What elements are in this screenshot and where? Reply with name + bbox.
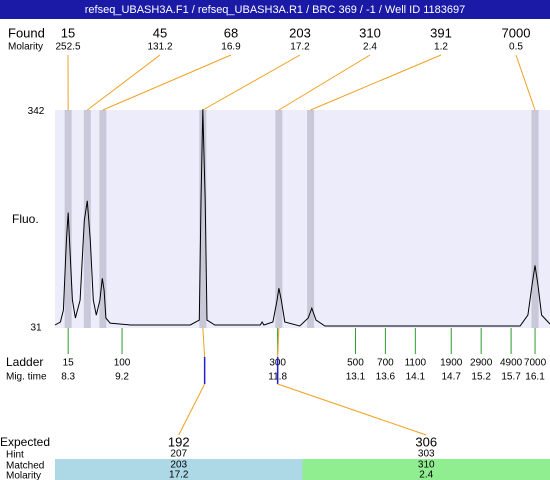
ladder-size: 1900	[440, 358, 463, 369]
found-band	[307, 110, 315, 328]
ladder-size: 100	[114, 358, 131, 369]
found-connector	[310, 54, 442, 111]
found-molarity: 0.5	[509, 42, 523, 53]
y-axis-label: Fluo.	[12, 212, 39, 226]
expected-molarity: 2.4	[419, 470, 433, 480]
ladder-time: 15.2	[471, 372, 491, 383]
ladder-time: 16.1	[525, 372, 545, 383]
title: refseq_UBASH3A.F1 / refseq_UBASH3A.R1 / …	[85, 4, 466, 16]
hint-label: Hint	[6, 450, 24, 461]
ladder-size: 2900	[470, 358, 493, 369]
expected-molarity-label: Molarity	[6, 471, 41, 480]
found-size: 391	[430, 25, 452, 40]
found-connector	[278, 54, 371, 111]
found-size: 15	[61, 25, 75, 40]
ladder-size: 4900	[500, 358, 523, 369]
found-size: 7000	[502, 25, 531, 40]
ladder-size: 700	[377, 358, 394, 369]
ladder-time: 8.3	[61, 372, 75, 383]
expected-connector	[277, 383, 427, 436]
y-tick-label: 342	[28, 106, 45, 117]
found-molarity: 131.2	[147, 42, 172, 53]
found-band	[99, 110, 107, 328]
match-connector	[277, 327, 280, 358]
hint-value: 207	[170, 449, 187, 460]
found-size: 310	[359, 25, 381, 40]
ladder-size: 1100	[405, 358, 427, 369]
matched-block	[55, 459, 303, 480]
ladder-time: 15.7	[501, 372, 521, 383]
matched-value: 203	[170, 460, 187, 471]
mig-time-label: Mig. time	[6, 372, 47, 383]
found-connector	[102, 54, 232, 111]
expected-size: 306	[415, 434, 437, 449]
ladder-label: Ladder	[6, 355, 43, 369]
ladder-time: 9.2	[115, 372, 129, 383]
found-connector	[87, 54, 161, 111]
ladder-size: 500	[347, 358, 364, 369]
expected-molarity: 17.2	[169, 470, 189, 480]
found-molarity: 16.9	[221, 42, 241, 53]
expected-label: Expected	[0, 435, 50, 449]
trace	[54, 109, 550, 327]
hint-value: 303	[418, 449, 435, 460]
matched-block	[302, 459, 550, 480]
molarity-label: Molarity	[8, 42, 43, 53]
found-size: 45	[153, 25, 167, 40]
expected-size: 192	[168, 434, 190, 449]
ladder-time: 14.1	[406, 372, 426, 383]
ladder-size: 7000	[524, 358, 547, 369]
found-molarity: 252.5	[55, 42, 80, 53]
found-size: 203	[289, 25, 311, 40]
plot-area	[55, 110, 550, 328]
title-bar	[0, 0, 550, 19]
ladder-time: 13.6	[376, 372, 396, 383]
found-band	[199, 110, 207, 328]
match-connector	[202, 327, 206, 358]
expected-connector	[178, 383, 206, 436]
found-size: 68	[224, 25, 238, 40]
found-molarity: 17.2	[290, 42, 310, 53]
found-connector	[202, 54, 301, 111]
found-molarity: 1.2	[434, 42, 448, 53]
y-tick-label: 31	[30, 323, 42, 334]
matched-label: Matched	[6, 461, 44, 472]
ladder-time: 13.1	[346, 372, 366, 383]
found-band	[275, 110, 283, 328]
ladder-size: 15	[63, 358, 75, 369]
ladder-time: 14.7	[442, 372, 462, 383]
found-band	[531, 110, 539, 328]
found-connector	[515, 54, 536, 111]
matched-value: 310	[418, 460, 435, 471]
found-label: Found	[8, 25, 45, 40]
found-band	[83, 110, 91, 328]
found-molarity: 2.4	[363, 42, 377, 53]
